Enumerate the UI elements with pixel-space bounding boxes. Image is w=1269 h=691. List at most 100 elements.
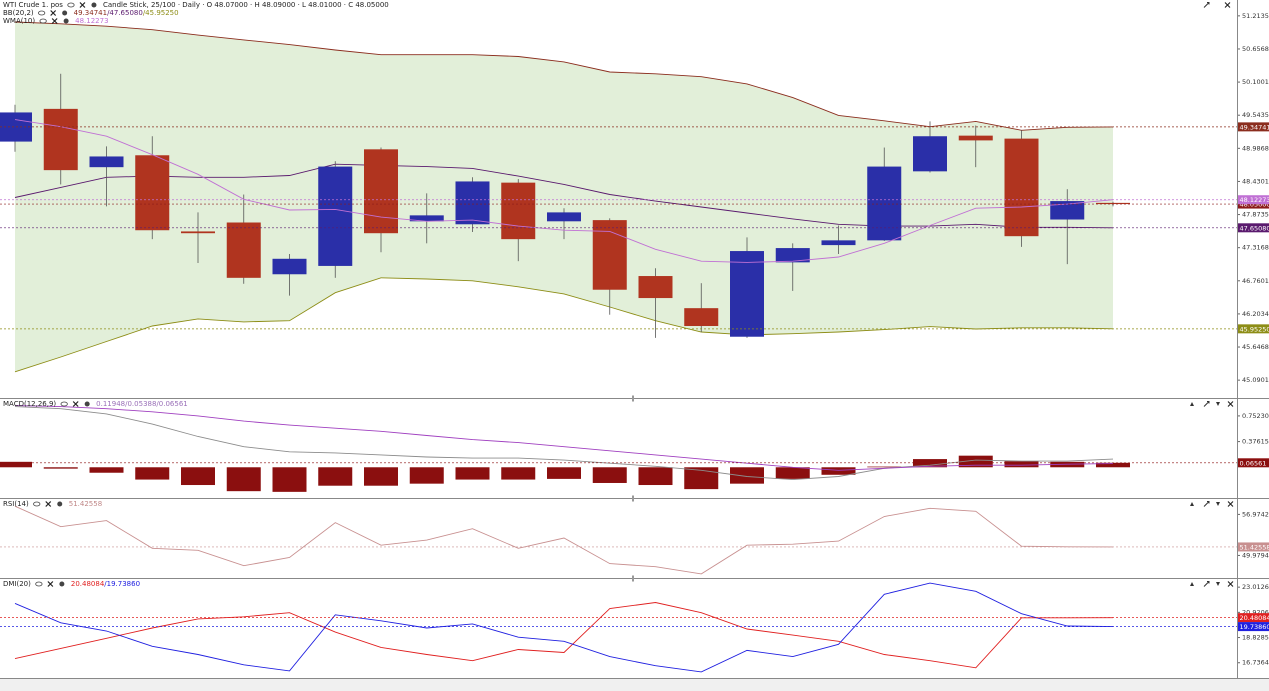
candle-body [1096,202,1130,205]
histogram-bar [821,467,856,475]
histogram-bar [89,467,124,473]
y-tick-label: 56.97428 [1242,510,1269,518]
legend-value: 48.12273 [75,17,108,25]
histogram-bar [1004,461,1039,468]
icon-visibility [33,501,41,507]
icon-close[interactable] [45,501,52,507]
legend: RSI(14) 51.42558 [3,500,102,508]
candle-body [409,215,444,222]
candle-body [1050,201,1085,220]
legend-value: /19.73860 [104,580,140,588]
candle-body [821,240,856,246]
candle-body [226,222,261,278]
candle-body [89,156,124,168]
histogram-bar [318,467,353,486]
histogram-bar [226,467,261,492]
legend-name: DMI(20) [3,580,31,588]
price-tag [1238,458,1269,468]
indicator-line [14,119,1114,263]
panel-expand[interactable] [1203,2,1210,8]
legend: WTI Crude 1. pos Candle Stick, 25/100 · D… [3,1,389,9]
panel-down[interactable] [1216,582,1220,586]
y-tick-label: 18.82854 [1242,634,1269,642]
splitter-handle[interactable] [632,495,634,502]
candle-body [181,231,215,234]
candle-body [592,220,627,290]
splitter-handle[interactable] [632,575,634,582]
candle-body [364,149,398,234]
panel-close[interactable] [1227,401,1234,407]
price-tag-label: 45.95250 [1240,325,1269,333]
histogram-bar [0,461,32,468]
panel-move[interactable] [1190,402,1194,406]
candle-body [638,276,673,299]
price-tag-label: 48.05000 [1240,201,1269,209]
histogram-bar [684,467,719,490]
splitter-handle[interactable] [632,395,634,402]
icon-settings[interactable] [91,2,97,8]
panel-close[interactable] [1224,2,1231,8]
panel-expand[interactable] [1203,581,1210,587]
histogram-bar [135,467,170,480]
panel-close[interactable] [1227,581,1234,587]
legend: BB(20,2) 49.34741/47.65080/45.95250 [3,9,179,17]
legend-subtitle: Candle Stick, 25/100 · Daily · O 48.0700… [103,1,389,9]
candle-body [547,212,581,222]
y-tick-label: 46.76016 [1242,277,1269,285]
icon-visibility [38,10,46,16]
icon-settings[interactable] [84,401,90,407]
y-tick-label: 49.97942 [1242,551,1269,559]
histogram-bar [730,467,764,484]
legend-value: /47.65080 [107,9,143,17]
histogram-bar [455,467,490,480]
indicator-line [14,582,1114,673]
y-tick-label: 20.92063 [1242,608,1269,616]
panel-expand[interactable] [1203,501,1210,507]
plot-area [0,21,1237,373]
y-tick-label: 49.54350 [1242,111,1269,119]
y-tick-label: 16.73648 [1242,659,1269,667]
panel-down[interactable] [1216,402,1220,406]
price-tag-label: 49.34741 [1240,123,1269,131]
icon-settings[interactable] [59,581,65,587]
icon-visibility [39,18,47,24]
candle-body [43,108,78,171]
legend: WMA(10) 48.12273 [3,17,109,25]
candle-body [958,135,993,141]
panel-close[interactable] [1227,501,1234,507]
y-tick-label: 48.43017 [1242,177,1269,185]
y-tick-label: 50.10017 [1242,78,1269,86]
y-tick-label: 51.21351 [1242,12,1269,20]
candle-body [501,182,536,240]
histogram-bar [592,467,627,483]
icon-close[interactable] [50,10,57,16]
panel: 51.21351 50.65684 50.10017 49.54350 48.98683… [0,0,1269,402]
panel-down[interactable] [1216,502,1220,506]
icon-settings[interactable] [57,501,63,507]
icon-settings[interactable] [63,18,69,24]
y-tick-label: 45.64682 [1242,343,1269,351]
candle-body [730,251,764,337]
price-tag [1238,324,1269,334]
panel: 0.75230 0.37615 0.06561 MACD(12,26,9) 0.1194… [0,399,1269,502]
y-tick-label: 47.87350 [1242,211,1269,219]
indicator-line [14,163,1114,229]
histogram-bar [272,467,307,492]
price-tag [1238,542,1269,552]
histogram-bar [547,467,581,479]
price-tag-label: 51.42558 [1240,543,1269,551]
panel-move[interactable] [1190,502,1194,506]
legend-value: 20.48084 [71,580,105,588]
y-tick-label: 47.31683 [1242,244,1269,252]
icon-close[interactable] [51,18,58,24]
panel-move[interactable] [1190,582,1194,586]
candle-body [775,248,810,263]
indicator-line [14,602,1114,669]
histogram-bar [501,467,536,480]
icon-close[interactable] [47,581,54,587]
icon-close[interactable] [79,2,86,8]
panel-expand[interactable] [1203,401,1210,407]
icon-settings[interactable] [62,10,68,16]
icon-close[interactable] [72,401,79,407]
